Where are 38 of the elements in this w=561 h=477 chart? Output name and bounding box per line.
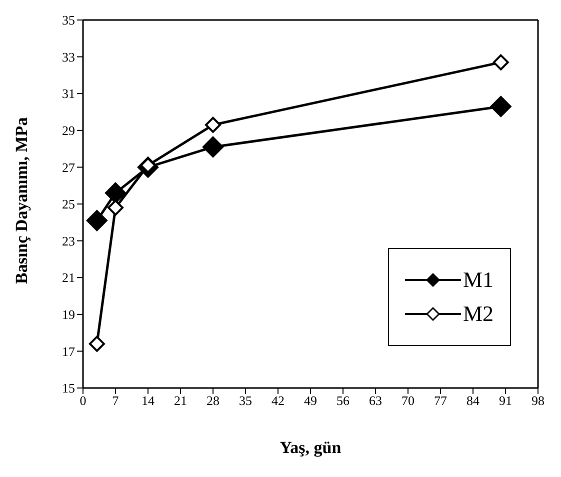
x-axis-title: Yaş, gün bbox=[280, 438, 342, 457]
point bbox=[202, 136, 224, 158]
y-axis-title: Basınç Dayanımı, MPa bbox=[12, 116, 32, 284]
x-tick-label: 42 bbox=[272, 393, 284, 408]
point bbox=[205, 116, 221, 133]
legend-label: M1 bbox=[463, 267, 494, 293]
y-tick-label: 19 bbox=[62, 307, 75, 322]
point bbox=[88, 336, 105, 352]
y-tick-label: 35 bbox=[62, 12, 75, 28]
x-tick-label: 21 bbox=[174, 393, 187, 408]
point bbox=[108, 200, 124, 216]
y-tick-label: 27 bbox=[62, 160, 76, 175]
point bbox=[86, 210, 108, 232]
x-tick-label: 7 bbox=[112, 393, 120, 408]
y-tick-label: 33 bbox=[62, 49, 75, 64]
legend-label: M2 bbox=[463, 301, 494, 327]
x-tick-label: 84 bbox=[466, 393, 480, 408]
x-tick-label: 91 bbox=[499, 393, 512, 408]
x-tick-label: 0 bbox=[80, 393, 86, 408]
x-tick-label: 35 bbox=[239, 393, 252, 408]
x-tick-label: 98 bbox=[532, 393, 544, 408]
x-tick-label: 28 bbox=[206, 393, 220, 408]
y-tick-label: 29 bbox=[62, 123, 75, 138]
point bbox=[105, 182, 126, 204]
point bbox=[492, 54, 509, 70]
x-tick-label: 56 bbox=[336, 393, 350, 408]
y-tick-label: 15 bbox=[62, 380, 75, 396]
y-tick-label: 21 bbox=[62, 270, 75, 286]
x-tick-label: 63 bbox=[369, 393, 382, 408]
x-tick-label: 70 bbox=[402, 393, 414, 408]
y-tick-label: 17 bbox=[62, 344, 76, 359]
x-tick-label: 77 bbox=[434, 393, 448, 408]
point bbox=[490, 96, 512, 117]
y-tick-label: 23 bbox=[62, 233, 75, 248]
x-tick-label: 49 bbox=[304, 393, 317, 408]
x-tick-label: 14 bbox=[142, 393, 155, 408]
y-tick-label: 31 bbox=[62, 86, 75, 102]
y-tick-label: 25 bbox=[62, 196, 75, 212]
